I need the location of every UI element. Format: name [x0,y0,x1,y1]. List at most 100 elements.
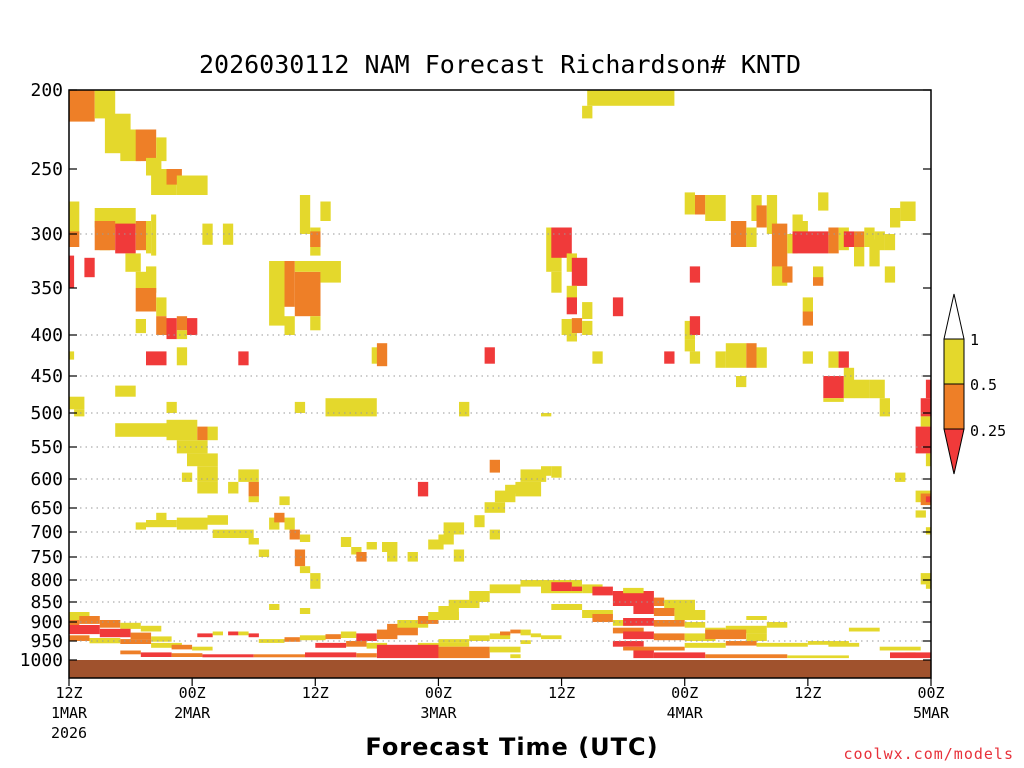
cell-yellow [156,512,167,520]
colorbar-bin [943,338,965,385]
cell-yellow [340,537,352,547]
cell-yellow [453,549,465,562]
cell-yellow [541,635,562,640]
cell-yellow [582,105,593,119]
cell-orange [310,231,321,247]
colorbar: 1 0.5 0.25 [943,293,1006,475]
cell-orange [294,549,306,567]
chart-title: 2026030112 NAM Forecast Richardson# KNTD [198,50,802,79]
cell-yellow [756,642,808,647]
x-tick-date: 3MAR [420,704,457,722]
cell-yellow [864,227,875,247]
cell-yellow [766,195,778,234]
cell-orange [571,318,583,334]
cell-yellow [69,351,75,360]
cell-yellow [895,472,906,482]
cell-orange [653,608,675,616]
x-tick-time: 12Z [548,684,575,702]
cell-orange [500,631,511,636]
cell-yellow [715,351,726,368]
cell-yellow [181,472,193,482]
cell-yellow [515,481,542,497]
cell-yellow [176,175,208,195]
cell-yellow [340,631,357,638]
cell-yellow [802,297,813,312]
x-tick-time: 12Z [302,684,329,702]
cell-yellow [258,639,285,643]
cell-yellow [705,195,726,221]
colorbar-bin [943,383,965,430]
cell-orange [171,644,193,650]
cell-yellow [325,398,377,417]
cell-yellow [920,573,931,585]
cell-red [166,318,177,340]
cell-yellow [674,610,706,620]
credit-link[interactable]: coolwx.com/models [843,745,1014,763]
cell-orange [510,629,521,634]
cell-yellow [879,398,890,417]
cell-orange [828,227,839,254]
cell-yellow [541,413,552,417]
cell-orange [653,620,685,627]
cell-yellow [207,515,228,525]
cell-yellow [684,339,695,352]
cell-yellow [125,253,141,272]
cell-yellow [566,333,577,342]
cell-yellow [238,469,259,482]
cell-yellow [448,599,480,608]
cell-red [592,586,613,596]
cell-orange [854,231,865,247]
cell-red [417,481,429,497]
cell-yellow [351,547,362,555]
cell-red [84,257,95,278]
cell-yellow [925,584,931,589]
cell-orange [746,343,757,368]
cell-orange [802,311,813,326]
cell-orange [79,616,100,624]
cell-yellow [417,642,470,647]
x-tick-time: 00Z [179,684,206,702]
terrain-layer [69,660,931,678]
cell-red [69,255,75,288]
cell-yellow [689,351,701,364]
cell-yellow [120,129,141,162]
cell-orange [813,277,824,286]
plot-frame [68,89,932,679]
cell-yellow [566,285,577,300]
cell-red [202,654,254,658]
cell-yellow [284,517,295,530]
cell-yellow [115,423,167,437]
y-tick-label: 500 [30,403,63,424]
cell-yellow [813,266,824,283]
cell-yellow [797,221,808,234]
x-tick-date: 1MAR [51,704,88,722]
cell-red [890,652,931,659]
cell-orange [135,221,146,251]
cell-yellow [489,584,521,594]
cell-yellow [925,453,931,467]
cell-yellow [489,529,500,540]
y-tick-label: 250 [30,159,63,180]
cell-red [140,652,172,657]
cell-orange [99,620,121,628]
cell-yellow [269,261,285,326]
cell-yellow [623,587,644,594]
cell-yellow [146,221,152,254]
cell-red [315,642,347,648]
cell-red [376,644,439,659]
cell-orange [253,654,305,658]
cell-yellow [823,398,844,402]
cell-yellow [269,517,280,530]
cell-orange [756,205,767,228]
x-tick-time: 12Z [794,684,821,702]
terrain-band [69,660,931,678]
cell-orange [653,633,685,641]
cell-yellow [151,642,182,648]
cell-yellow [176,440,208,454]
cell-yellow [787,655,849,659]
cell-red [843,231,855,247]
y-tick-label: 700 [30,522,63,543]
colorbar-label: 0.25 [970,422,1006,440]
cell-yellow [151,636,172,642]
